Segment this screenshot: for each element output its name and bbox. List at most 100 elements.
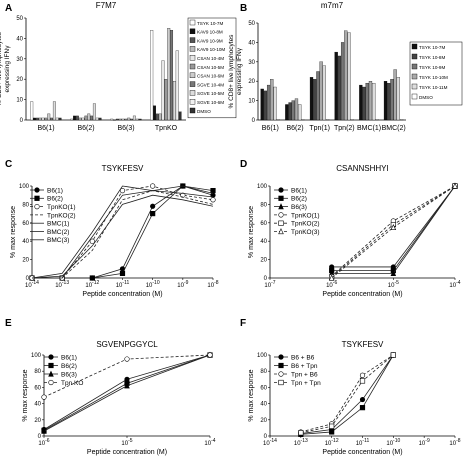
panel-a-bar <box>35 117 39 121</box>
panel-b-legend-swatch <box>411 93 418 100</box>
panel-b-bar <box>285 104 289 121</box>
panel-c-legend-entry: BMC(3) <box>47 237 69 244</box>
panel-a-bar <box>118 118 122 121</box>
panel-c-point <box>210 188 216 194</box>
panel-d-legend-entry: TpnKO(2) <box>291 221 320 228</box>
panel-f-legend-point <box>278 362 284 369</box>
panel-a-legend-swatch <box>189 90 196 96</box>
panel-f-x-tick-label: 10-8 <box>449 438 460 447</box>
panel-a-legend-swatch <box>189 46 196 52</box>
panel-d-y-tick-label: 0 <box>264 276 268 282</box>
panel-d-title: CSANNSHHYI <box>336 164 388 173</box>
panel-f-xlabel: Peptide concentration (M) <box>322 449 402 456</box>
panel-f-point <box>329 423 335 429</box>
panel-b-bar <box>365 82 369 121</box>
panel-b-bar <box>313 79 317 121</box>
panel-e-legend-point <box>48 379 54 386</box>
panel-e-y-tick-label: 80 <box>34 369 41 375</box>
panel-b-bar <box>347 32 351 121</box>
panel-f-y-tick-label: 40 <box>260 402 267 408</box>
panel-b-bar <box>270 79 274 121</box>
panel-b-bar <box>294 98 299 121</box>
panel-b-bar <box>266 84 271 121</box>
panel-b-category-label: BMC(2) <box>382 125 406 132</box>
panel-a-bar <box>170 30 174 121</box>
panel-d-y-tick-label: 100 <box>257 184 268 190</box>
panel-e-y-tick-label: 100 <box>31 353 42 359</box>
panel-e-legend-entry: B6(3) <box>61 371 77 378</box>
panel-a-bar <box>44 117 48 121</box>
panel-b-title: m7m7 <box>321 1 344 10</box>
panel-b-bar <box>260 88 264 121</box>
panel-d-x-tick-label: 10-6 <box>326 280 337 289</box>
panel-f-x-tick-label: 10-10 <box>386 438 400 447</box>
panel-a-legend-swatch <box>189 107 196 114</box>
panel-a-category-label: B6(2) <box>77 125 94 132</box>
panel-b-panel-letter: B <box>240 3 247 14</box>
panel-a-y-tick-label: 40 <box>16 36 23 42</box>
panel-f-x-tick-label: 10-13 <box>294 438 308 447</box>
panel-e-panel-letter: E <box>5 318 12 329</box>
panel-d-point <box>390 269 397 277</box>
panel-a-bar <box>135 118 139 121</box>
panel-d-x-tick-label: 10-5 <box>388 280 399 289</box>
panel-c-legend-entry: B6(1) <box>47 187 63 194</box>
panel-b-bar <box>393 69 397 121</box>
panel-c-legend-entry: TpnKO(1) <box>47 204 76 211</box>
panel-a-y-tick-label: 10 <box>16 98 23 104</box>
panel-f-point <box>359 396 366 403</box>
panel-b-bar <box>319 61 323 121</box>
panel-f-point <box>298 430 304 436</box>
panel-d-legend-point <box>278 228 284 235</box>
panel-c-legend-point <box>34 204 40 210</box>
panel-c-y-tick-label: 40 <box>22 239 29 245</box>
panel-b-bar <box>383 81 388 121</box>
panel-e-ylabel: % max response <box>22 369 29 421</box>
panel-f-legend-entry: B6 + Tpn <box>291 363 318 370</box>
panel-c-legend-entry: BMC(1) <box>47 221 69 228</box>
panel-c-x-tick-label: 10-13 <box>55 280 69 289</box>
panel-f-point <box>359 378 366 384</box>
panel-a-bar <box>70 118 74 121</box>
panel-a-y-tick-label: 0 <box>20 118 24 124</box>
panel-e-legend-entry: B6(1) <box>61 354 77 361</box>
panel-c-x-tick-label: 10-12 <box>85 280 99 289</box>
panel-d-series-line <box>331 185 456 278</box>
panel-a-legend-entry: KAV9 10-8M <box>197 30 223 35</box>
panel-a-legend-entry: DMSO <box>197 109 211 114</box>
panel-c-y-tick-label: 20 <box>22 258 29 264</box>
panel-e-legend-entry: Tpn KO <box>61 380 83 387</box>
panel-a-legend-entry: SGVE 10-6M <box>197 100 224 105</box>
panel-a-bar <box>47 113 51 121</box>
panel-a-bar <box>150 30 154 121</box>
panel-f-legend-entry: Tpn + B6 <box>291 371 318 378</box>
panel-e-xlabel: Peptide concentration (M) <box>87 449 167 456</box>
panel-a-legend-entry: CSAN 10-4M <box>197 56 224 61</box>
panel-e-legend-point <box>48 354 54 360</box>
panel-a-bar <box>153 105 156 121</box>
panel-d-legend-point <box>278 212 284 218</box>
panel-b-bar <box>372 82 376 121</box>
panel-c-point <box>119 270 126 277</box>
panel-c-x-tick-label: 10-10 <box>146 280 160 289</box>
panel-d-x-tick-label: 10-7 <box>264 280 275 289</box>
panel-b-bar <box>322 65 326 121</box>
panel-b-ylabel: expressing IFNγ <box>236 47 243 95</box>
panel-a-bar <box>52 101 56 121</box>
panel-b-bar <box>337 55 342 121</box>
panel-a-title: F7M7 <box>96 1 117 10</box>
panel-e-point <box>207 352 213 358</box>
panel-c-point <box>89 238 95 244</box>
panel-a-legend-swatch <box>189 28 196 34</box>
panel-a-bar <box>38 117 42 121</box>
panel-b-bar <box>291 100 295 121</box>
panel-e-point <box>124 382 130 389</box>
panel-c-series-line <box>31 194 214 279</box>
panel-a-bar <box>115 118 119 121</box>
panel-e-y-tick-label: 20 <box>34 418 41 424</box>
panel-c-y-tick-label: 0 <box>26 276 30 282</box>
panel-a-bar <box>127 117 131 121</box>
panel-f-legend-point <box>278 379 284 386</box>
panel-a-bar <box>110 118 114 121</box>
panel-c-point <box>150 183 156 189</box>
